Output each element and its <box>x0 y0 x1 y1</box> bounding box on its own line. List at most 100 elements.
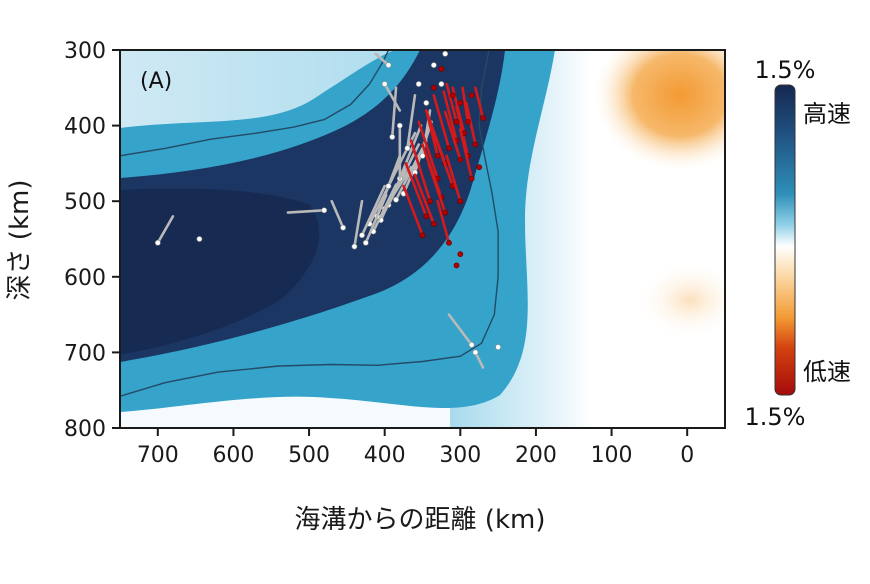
colorbar-high-label: 高速 <box>803 100 851 128</box>
white-event-point <box>381 81 388 87</box>
contour-lines <box>120 50 499 397</box>
white-event-arrow <box>390 86 398 139</box>
red-event-point <box>434 152 441 159</box>
red-event-arrow <box>442 90 458 143</box>
red-event-arrow <box>402 184 424 237</box>
red-event-point <box>453 262 460 269</box>
white-event-point <box>389 134 396 140</box>
x-tick-label: 300 <box>439 443 481 468</box>
colorbar-gradient <box>774 84 796 396</box>
y-tick-label: 700 <box>64 341 106 366</box>
red-event-point <box>446 239 452 246</box>
red-event-point <box>423 213 430 220</box>
colorbar-low-label: 低速 <box>803 358 851 386</box>
red-event-point <box>468 175 475 182</box>
red-event-point <box>453 118 460 125</box>
x-tick-label: 200 <box>515 443 557 468</box>
white-event-arrow <box>372 183 398 233</box>
red-event-point <box>457 198 464 205</box>
white-event-point <box>495 344 502 351</box>
x-tick-label: 700 <box>137 443 179 468</box>
white-event-point <box>404 145 411 152</box>
white-event-point <box>423 100 430 106</box>
white-event-point <box>385 62 392 69</box>
white-event-point <box>438 81 445 87</box>
red-event-arrow <box>474 86 485 120</box>
white-event-point <box>396 122 403 129</box>
red-event-point <box>430 84 437 91</box>
white-event-point <box>430 62 437 69</box>
white-event-point <box>415 81 422 87</box>
red-event-arrow <box>409 139 432 203</box>
red-event-arrow <box>413 173 436 226</box>
colorbar-bottom-label: 1.5% <box>745 403 806 431</box>
red-event-arrow <box>404 162 428 218</box>
red-event-arrow <box>445 154 462 203</box>
red-event-point <box>457 156 464 163</box>
red-event-point <box>449 92 456 99</box>
y-tick-label: 500 <box>64 190 106 215</box>
x-tick-label: 600 <box>212 443 254 468</box>
white-event-point <box>442 50 449 57</box>
white-event-point <box>393 196 399 203</box>
red-event-point <box>480 115 486 121</box>
white-event-arrow <box>330 199 345 229</box>
red-event-point <box>419 232 426 239</box>
white-event-arrow <box>156 215 175 245</box>
white-event-point <box>351 243 358 250</box>
plot-area <box>120 50 725 428</box>
x-axis: 700 600 500 400 300 200 100 0 <box>137 428 694 468</box>
plot-frame <box>119 49 726 429</box>
orange-low-velocity-anomaly <box>595 50 725 170</box>
y-tick-label: 400 <box>64 115 106 140</box>
white-event-point <box>385 183 392 189</box>
colorbar-top-label: 1.5% <box>755 56 816 84</box>
white-event-point <box>321 207 328 214</box>
white-event-point <box>359 232 365 239</box>
white-event-arrow <box>364 193 388 245</box>
red-event-arrow <box>436 199 451 245</box>
white-event-point <box>468 341 475 348</box>
y-tick-label: 600 <box>64 266 106 291</box>
white-event-point <box>472 349 479 356</box>
white-event-arrow <box>406 94 417 150</box>
red-event-arrow <box>459 128 473 180</box>
red-event-arrow <box>417 120 439 180</box>
red-event-point <box>442 209 449 216</box>
slab-contour-top <box>120 50 390 157</box>
red-event-point <box>468 92 475 99</box>
x-axis-title: 海溝からの距離 (km) <box>295 505 546 535</box>
y-tick-label: 800 <box>64 417 106 442</box>
red-event-point <box>464 118 471 125</box>
red-event-point <box>427 198 433 205</box>
red-events <box>402 66 486 269</box>
white-event-point <box>196 236 203 242</box>
white-events <box>154 50 502 369</box>
red-event-point <box>457 100 464 106</box>
red-event-arrow <box>432 94 451 150</box>
red-event-point <box>457 251 464 258</box>
red-event-arrow <box>445 82 458 124</box>
y-axis: 300 400 500 600 700 800 <box>64 39 120 442</box>
white-event-point <box>362 239 369 246</box>
x-tick-label: 400 <box>364 443 406 468</box>
white-event-point <box>419 152 426 159</box>
slab-contour-bottom <box>120 50 499 397</box>
red-event-point <box>476 164 483 171</box>
red-event-point <box>438 66 445 72</box>
panel-label: (A) <box>140 69 172 94</box>
red-event-arrow <box>427 162 447 214</box>
red-event-arrow <box>443 110 462 161</box>
white-event-arrow <box>383 82 402 112</box>
y-tick-label: 300 <box>64 39 106 64</box>
x-tick-label: 0 <box>680 443 694 468</box>
red-event-arrow <box>461 86 470 124</box>
red-event-arrow <box>465 101 477 146</box>
x-tick-label: 100 <box>591 443 633 468</box>
pale-orange-anomaly <box>635 260 725 340</box>
colorbar: 1.5% 1.5% 高速 低速 <box>745 56 851 431</box>
white-event-arrow <box>447 313 473 347</box>
white-event-arrow <box>398 124 423 180</box>
